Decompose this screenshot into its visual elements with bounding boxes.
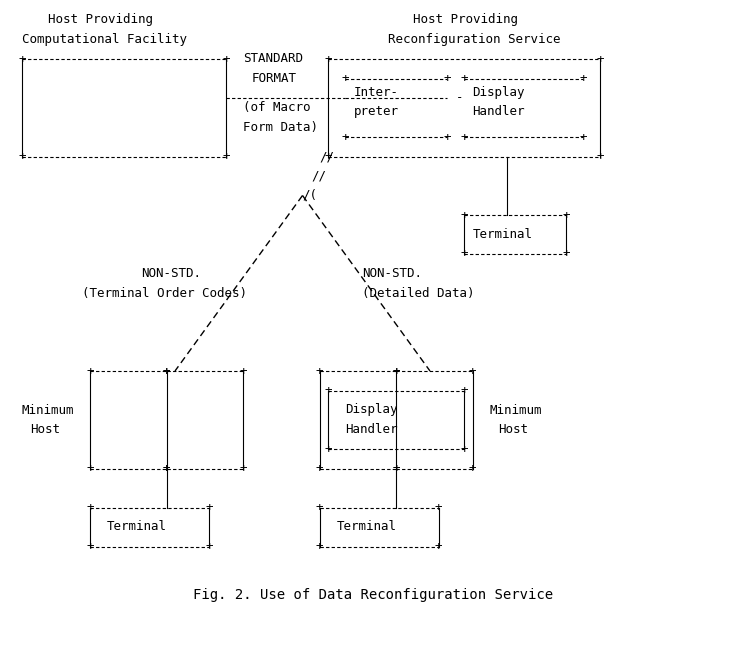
Text: +: + [316, 365, 323, 377]
Text: -: - [456, 92, 463, 104]
Text: +: + [435, 540, 442, 553]
Text: +: + [324, 442, 332, 456]
Text: //: // [320, 150, 335, 163]
Text: +: + [469, 462, 477, 475]
Text: +: + [324, 150, 332, 163]
Text: +: + [163, 462, 170, 475]
Text: Inter-: Inter- [353, 86, 398, 99]
Text: +: + [324, 53, 332, 65]
Text: (Terminal Order Codes): (Terminal Order Codes) [81, 287, 247, 299]
Text: +: + [223, 53, 230, 65]
Text: +: + [562, 248, 570, 261]
Text: +: + [324, 384, 332, 397]
Text: +: + [435, 501, 442, 514]
Text: Reconfiguration Service: Reconfiguration Service [388, 33, 560, 46]
Text: +: + [392, 365, 400, 377]
Text: Handler: Handler [345, 423, 397, 436]
Text: +: + [316, 501, 323, 514]
Text: +: + [443, 130, 450, 144]
Text: STANDARD: STANDARD [243, 53, 303, 65]
Text: +: + [86, 462, 94, 475]
Text: +: + [341, 72, 349, 85]
Text: +: + [163, 462, 170, 475]
Text: Display: Display [473, 86, 525, 99]
Text: +: + [163, 365, 170, 377]
Text: +: + [392, 462, 400, 475]
Text: +: + [163, 365, 170, 377]
Text: Display: Display [345, 403, 397, 417]
Text: Host Providing: Host Providing [48, 13, 152, 27]
Text: Minimum: Minimum [22, 403, 75, 417]
Text: +: + [86, 540, 94, 553]
Text: +: + [460, 130, 468, 144]
Text: (of Macro: (of Macro [243, 102, 311, 114]
Text: +: + [86, 365, 94, 377]
Text: NON-STD.: NON-STD. [141, 267, 201, 280]
Text: Terminal: Terminal [336, 520, 397, 534]
Text: +: + [223, 150, 230, 163]
Text: Host Providing: Host Providing [413, 13, 518, 27]
Text: +: + [579, 130, 586, 144]
Text: +: + [596, 150, 604, 163]
Text: +: + [460, 72, 468, 85]
Text: NON-STD.: NON-STD. [362, 267, 422, 280]
Text: +: + [460, 208, 468, 222]
Text: //: // [311, 170, 326, 182]
Text: +: + [469, 365, 477, 377]
Text: Computational Facility: Computational Facility [22, 33, 187, 46]
Text: Terminal: Terminal [107, 520, 167, 534]
Text: Host: Host [498, 423, 528, 436]
Text: (Detailed Data): (Detailed Data) [362, 287, 474, 299]
Text: +: + [239, 462, 247, 475]
Text: +: + [579, 72, 586, 85]
Text: preter: preter [353, 105, 398, 118]
Text: Handler: Handler [473, 105, 525, 118]
Text: +: + [392, 365, 400, 377]
Text: +: + [562, 208, 570, 222]
Text: +: + [596, 53, 604, 65]
Text: Minimum: Minimum [489, 403, 542, 417]
Text: +: + [460, 442, 468, 456]
Text: +: + [460, 248, 468, 261]
Text: +: + [392, 462, 400, 475]
Text: +: + [239, 365, 247, 377]
Text: +: + [316, 462, 323, 475]
Text: /(: /( [303, 189, 317, 202]
Text: +: + [205, 540, 213, 553]
Text: FORMAT: FORMAT [252, 72, 297, 85]
Text: +: + [316, 540, 323, 553]
Text: +: + [18, 53, 25, 65]
Text: Host: Host [31, 423, 61, 436]
Text: Terminal: Terminal [473, 228, 533, 241]
Text: +: + [86, 501, 94, 514]
Text: +: + [18, 150, 25, 163]
Text: +: + [443, 72, 450, 85]
Text: +: + [341, 130, 349, 144]
Text: Form Data): Form Data) [243, 121, 318, 134]
Text: +: + [205, 501, 213, 514]
Text: +: + [460, 384, 468, 397]
Text: Fig. 2. Use of Data Reconfiguration Service: Fig. 2. Use of Data Reconfiguration Serv… [193, 589, 554, 603]
